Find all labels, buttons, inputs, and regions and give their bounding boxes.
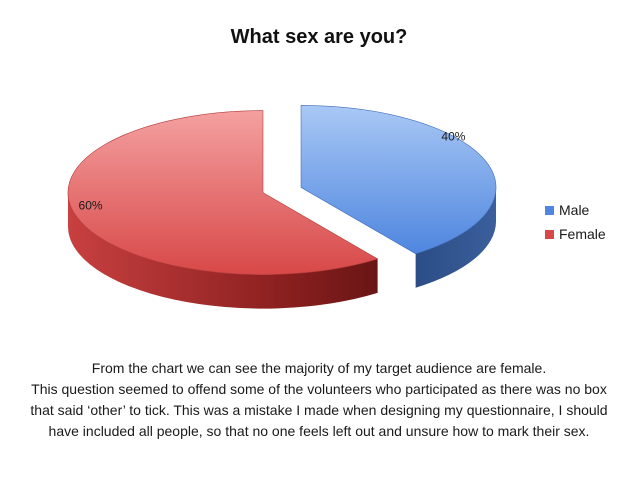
legend-swatch-male: [545, 205, 554, 215]
caption: From the chart we can see the majority o…: [18, 358, 620, 442]
legend-item-male: Male: [545, 198, 606, 222]
data-label-female: 60%: [79, 198, 103, 212]
data-label-male: 40%: [441, 130, 465, 144]
pie-side-female: [67, 192, 378, 309]
legend-item-female: Female: [545, 222, 606, 246]
caption-paragraph-2: This question seemed to offend some of t…: [30, 381, 608, 439]
legend-swatch-female: [545, 229, 554, 239]
legend-label-male: Male: [559, 202, 590, 218]
caption-line-1: From the chart we can see the majority o…: [91, 360, 547, 376]
pie-chart: 40% 60%: [67, 105, 497, 309]
legend: Male Female: [545, 198, 606, 246]
legend-label-female: Female: [559, 226, 606, 242]
pie-slice-female: [67, 110, 379, 275]
pie-slice-male: [300, 105, 497, 255]
chart-title: What sex are you?: [230, 26, 408, 48]
